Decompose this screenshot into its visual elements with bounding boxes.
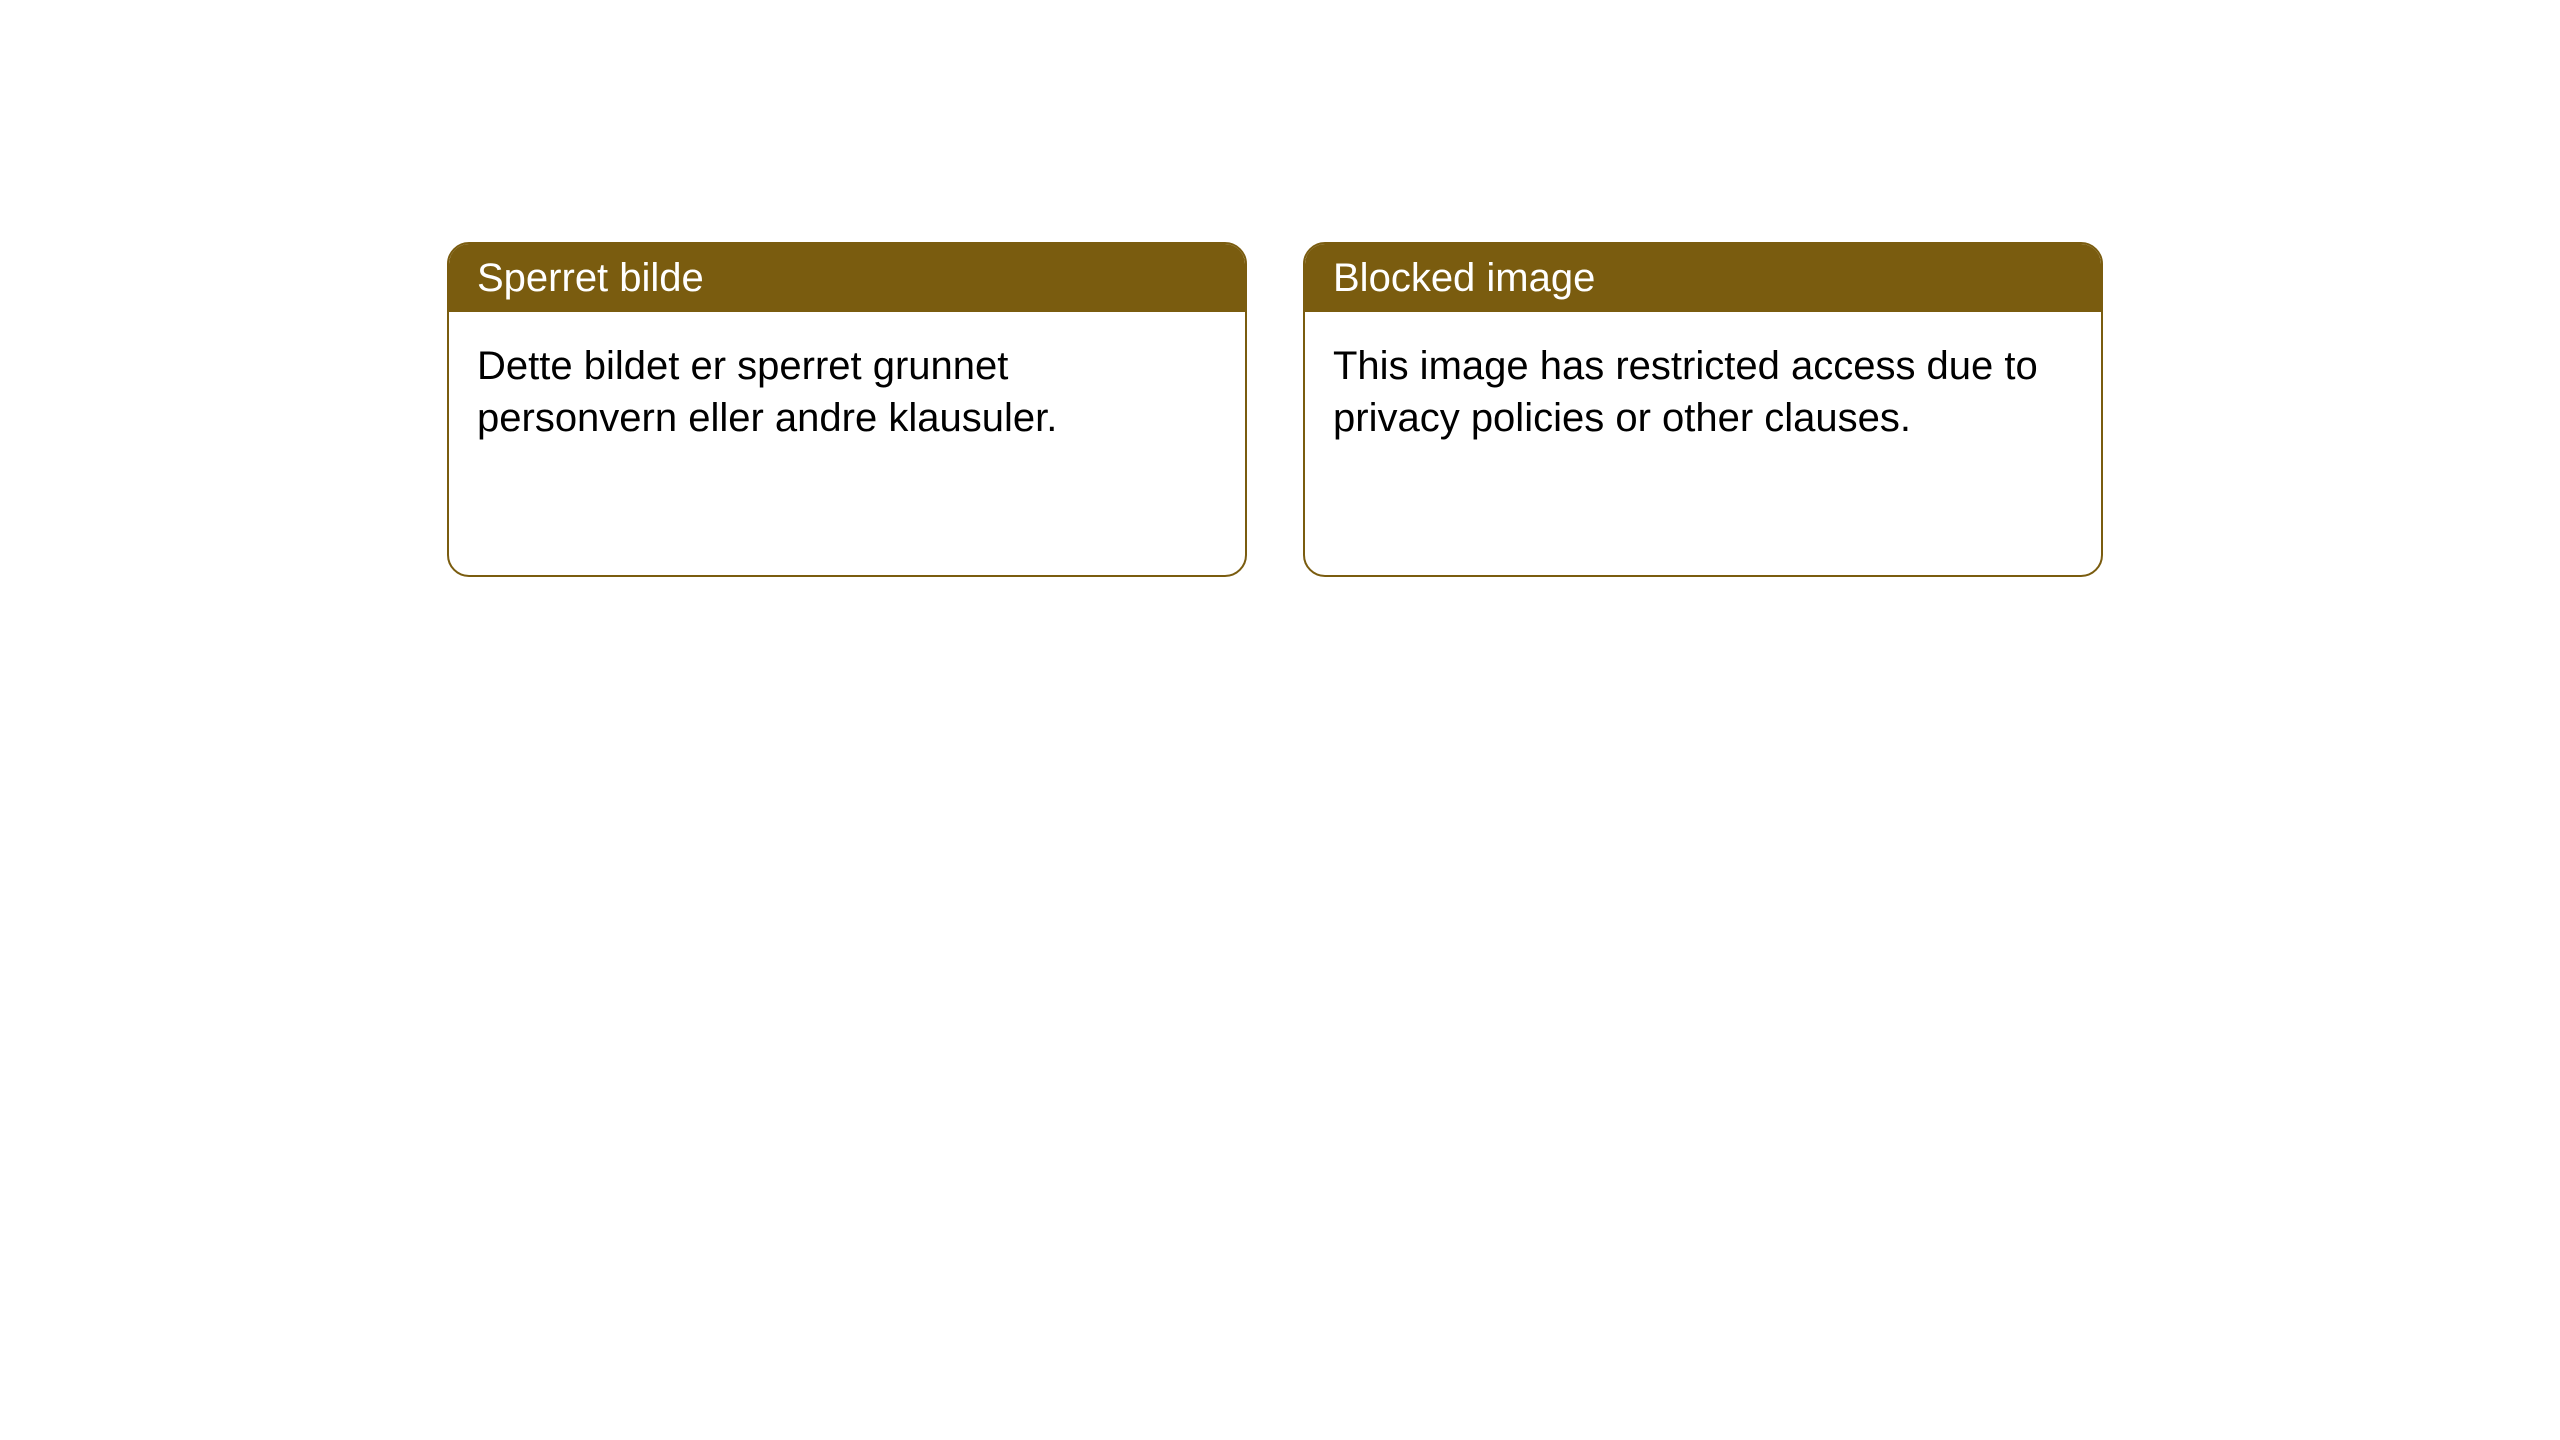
card-body-english: This image has restricted access due to …	[1305, 312, 2101, 472]
notice-cards-container: Sperret bilde Dette bildet er sperret gr…	[447, 242, 2103, 577]
card-header-norwegian: Sperret bilde	[449, 244, 1245, 312]
card-body-norwegian: Dette bildet er sperret grunnet personve…	[449, 312, 1245, 472]
card-header-english: Blocked image	[1305, 244, 2101, 312]
notice-card-norwegian: Sperret bilde Dette bildet er sperret gr…	[447, 242, 1247, 577]
notice-card-english: Blocked image This image has restricted …	[1303, 242, 2103, 577]
